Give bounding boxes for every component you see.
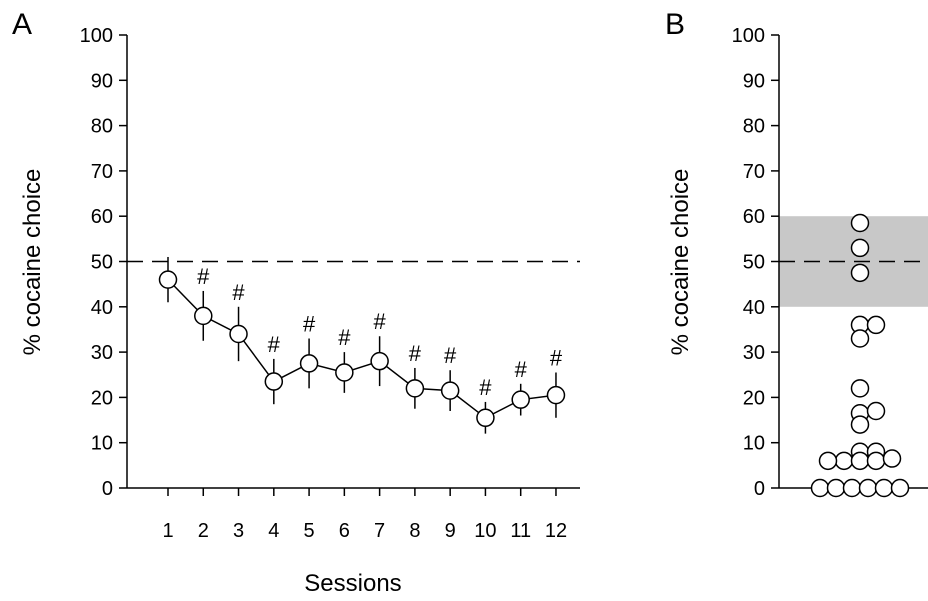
panel-b-y-tick-label: 40 <box>743 297 765 319</box>
panel-b: B % cocaine choice 0 10 20 30 40 50 60 70 80 90 10… <box>665 8 928 500</box>
panel-a-data-point <box>229 324 248 344</box>
panel-b-y-tick-label: 60 <box>743 206 765 228</box>
panel-b-data-point <box>882 449 902 468</box>
panel-a-data-point <box>546 385 566 405</box>
panel-a-x-tick-label: 6 <box>339 520 350 542</box>
panel-a-y-tick-label: 70 <box>91 161 113 183</box>
panel-b-axes: 0 10 20 30 40 50 60 70 80 90 100 <box>732 25 928 500</box>
panel-b-data-point <box>866 315 886 335</box>
panel-a-y-axis-label: % cocaine choice <box>19 169 46 356</box>
panel-b-data-point <box>850 263 870 283</box>
panel-b-background <box>779 216 928 307</box>
panel-a-x-tick-label: 9 <box>445 520 456 542</box>
panel-a-x-tick-label: 4 <box>268 520 279 542</box>
panel-a-y-tick-label: 30 <box>91 342 113 364</box>
panel-a-data-point <box>440 381 460 400</box>
panel-a-data-point <box>405 379 425 398</box>
panel-a-x-tick-label: 12 <box>545 520 567 542</box>
panel-b-data-point <box>874 478 894 498</box>
panel-a-data-point <box>264 372 284 391</box>
panel-a-y-tick-label: 90 <box>91 70 113 92</box>
panel-a-x-tick-label: 2 <box>198 520 209 542</box>
panel-b-data-point <box>850 415 870 434</box>
panel-a-y-tick-label: 50 <box>91 252 113 274</box>
panel-a-data-point <box>511 390 530 409</box>
panel-b-y-tick-label: 10 <box>743 433 765 455</box>
panel-b-y-tick-label: 70 <box>743 161 765 183</box>
panel-b-data-point <box>850 451 870 471</box>
panel-a-x-tick-label: 1 <box>162 520 173 542</box>
panel-b-data-point <box>850 329 870 348</box>
panel-b-data-point <box>890 478 910 498</box>
panel-b-data-point <box>834 451 854 471</box>
panel-b-data-point <box>826 478 846 498</box>
panel-a-data-point <box>476 408 495 428</box>
panel-a-x-axis-label: Sessions <box>304 570 401 597</box>
panel-a-significance-marker: # <box>409 341 422 366</box>
panel-a-y-tick-label: 60 <box>91 206 113 228</box>
panel-b-data-point <box>866 451 886 471</box>
panel-b-data-point <box>858 478 878 498</box>
panel-a-significance-marker: # <box>515 357 528 382</box>
panel-a-data-point <box>194 306 213 326</box>
panel-b-data-point <box>818 451 838 471</box>
panel-b-y-tick-label: 100 <box>732 25 765 47</box>
panel-b-data-point <box>850 379 870 398</box>
panel-a-y-tick-label: 0 <box>102 478 113 500</box>
panel-a-series-line <box>167 279 557 419</box>
panel-a-x-tick-label: 8 <box>409 520 420 542</box>
panel-b-data-point <box>866 401 886 421</box>
panel-a-marks: # # # # # # # # # # # <box>127 256 580 434</box>
panel-a-significance-marker: # <box>373 309 386 334</box>
panel-b-y-tick-label: 20 <box>743 387 765 409</box>
panel-b-shaded-band <box>779 216 928 307</box>
panel-a-significance-marker: # <box>338 325 351 350</box>
panel-b-y-tick-label: 0 <box>754 478 765 500</box>
panel-b-data-point <box>850 238 870 258</box>
panel-a-significance-marker: # <box>479 375 492 400</box>
panel-a-x-tick-label: 5 <box>304 520 315 542</box>
panel-a-x-tick-label: 7 <box>374 520 385 542</box>
panel-a-y-tick-label: 40 <box>91 297 113 319</box>
panel-b-y-tick-label: 50 <box>743 252 765 274</box>
panel-b-y-axis-label: % cocaine choice <box>667 169 694 356</box>
panel-a-label: A <box>12 8 32 41</box>
panel-a-y-tick-label: 10 <box>91 433 113 455</box>
panel-a: A % cocaine choice Sessions 0 10 20 30 40 50 6… <box>12 8 580 597</box>
panel-b-data-point <box>842 478 862 498</box>
panel-b-label: B <box>665 8 685 41</box>
panel-a-x-tick-label: 3 <box>233 520 244 542</box>
panel-a-significance-marker: # <box>303 312 316 337</box>
panel-a-significance-marker: # <box>197 264 210 289</box>
panel-b-marks <box>779 213 928 498</box>
panel-a-y-tick-label: 80 <box>91 116 113 138</box>
panel-a-significance-marker: # <box>268 332 281 357</box>
panel-a-y-tick-label: 100 <box>80 25 113 47</box>
panel-b-data-point <box>810 478 830 498</box>
panel-b-data-point <box>850 213 870 233</box>
panel-a-significance-marker: # <box>444 343 457 368</box>
panel-a-data-point <box>158 270 178 289</box>
panel-a-data-point <box>299 354 319 373</box>
panel-a-data-point <box>335 363 354 382</box>
panel-b-y-tick-label: 80 <box>743 116 765 138</box>
panel-a-y-tick-label: 20 <box>91 387 113 409</box>
panel-a-x-tick-label: 10 <box>474 520 496 542</box>
panel-b-y-tick-label: 90 <box>743 70 765 92</box>
panel-a-significance-marker: # <box>550 345 563 370</box>
panel-a-significance-marker: # <box>232 280 245 305</box>
panel-a-data-point <box>370 351 389 371</box>
panel-b-y-tick-label: 30 <box>743 342 765 364</box>
panel-a-x-tick-label: 11 <box>510 520 531 542</box>
